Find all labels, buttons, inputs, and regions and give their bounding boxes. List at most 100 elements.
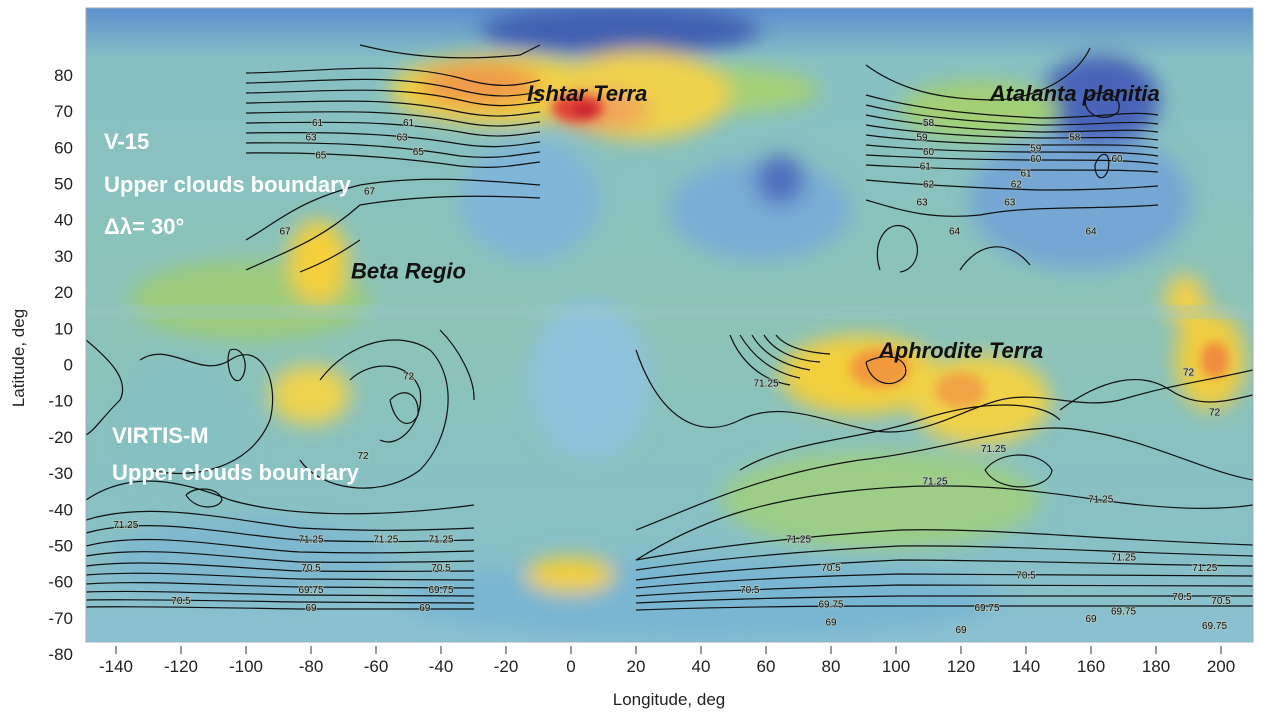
contour-value-label: 58 xyxy=(923,118,935,129)
contour-value-label: 58 xyxy=(1069,132,1081,143)
x-tick-label: 120 xyxy=(947,657,975,676)
x-tick-label: -40 xyxy=(429,657,454,676)
y-tick-label: -50 xyxy=(48,537,73,556)
y-tick-label: -10 xyxy=(48,392,73,411)
contour-value-label: 69 xyxy=(305,603,317,614)
contour-value-label: 60 xyxy=(1030,154,1042,165)
y-tick-label: 20 xyxy=(54,283,73,302)
dataset-block-v15-line3: Δλ= 30° xyxy=(104,214,184,239)
map-frame xyxy=(85,7,1254,643)
contour-value-label: 70.5 xyxy=(740,585,760,596)
contour-value-label: 63 xyxy=(305,132,317,143)
y-tick-label: -40 xyxy=(48,500,73,519)
contour-value-label: 61 xyxy=(1020,169,1032,180)
contour-value-label: 70.5 xyxy=(1016,570,1036,581)
y-tick-label: -70 xyxy=(48,609,73,628)
x-axis-title: Longitude, deg xyxy=(613,690,726,709)
contour-value-label: 64 xyxy=(949,227,961,238)
x-tick-label: -80 xyxy=(299,657,324,676)
contour-value-label: 72 xyxy=(1209,408,1221,419)
x-tick-label: 140 xyxy=(1012,657,1040,676)
contour-value-label: 70.5 xyxy=(821,563,841,574)
contour-value-label: 63 xyxy=(916,198,928,209)
x-tick-label: -100 xyxy=(229,657,263,676)
contour-value-label: 71.25 xyxy=(786,534,811,545)
contour-value-label: 61 xyxy=(312,118,324,129)
contour-value-label: 71.25 xyxy=(1192,563,1217,574)
v15-contours-west xyxy=(245,44,541,273)
x-tick-label: -120 xyxy=(164,657,198,676)
y-tick-label: 30 xyxy=(54,247,73,266)
contour-value-label: 71.25 xyxy=(373,534,398,545)
contour-value-label: 62 xyxy=(923,180,935,191)
virtis-contours-west xyxy=(86,329,475,610)
region-labels: Ishtar Terra Atalanta planitia Beta Regio A… xyxy=(351,81,1160,363)
contour-value-label: 61 xyxy=(920,161,932,172)
x-tick-label: -140 xyxy=(99,657,133,676)
y-axis-title: Latitude, deg xyxy=(9,309,28,407)
x-tick-label: 100 xyxy=(882,657,910,676)
contour-value-label: 71.25 xyxy=(981,444,1006,455)
x-tick-label: 60 xyxy=(757,657,776,676)
contour-value-label: 65 xyxy=(315,151,327,162)
dataset-block-virtis-line1: VIRTIS-M xyxy=(112,423,209,448)
contour-value-label: 71.25 xyxy=(1111,552,1136,563)
x-tick-label: -20 xyxy=(494,657,519,676)
contour-value-label: 72 xyxy=(1183,368,1195,379)
region-label: Ishtar Terra xyxy=(527,81,647,106)
contour-value-label: 61 xyxy=(403,118,415,129)
contour-value-label: 69 xyxy=(825,618,837,629)
contour-value-label: 63 xyxy=(1004,198,1016,209)
contour-value-label: 60 xyxy=(923,147,935,158)
x-tick-label: -60 xyxy=(364,657,389,676)
contour-value-label: 70.5 xyxy=(1211,596,1231,607)
contour-value-label: 69.75 xyxy=(298,585,323,596)
contour-value-label: 69.75 xyxy=(1111,607,1136,618)
contour-value-label: 69 xyxy=(955,625,967,636)
y-tick-label: 40 xyxy=(54,211,73,230)
x-tick-label: 200 xyxy=(1207,657,1235,676)
contour-value-label: 67 xyxy=(279,227,291,238)
y-tick-label: -20 xyxy=(48,428,73,447)
contour-value-label: 71.25 xyxy=(922,476,947,487)
contour-value-label: 71.25 xyxy=(753,379,778,390)
y-tick-label: -80 xyxy=(48,645,73,664)
contour-value-label: 71.25 xyxy=(1088,494,1113,505)
x-tick-label: 80 xyxy=(822,657,841,676)
x-axis-ticks: -140 -120 -100 -80 -60 -40 -20 0 20 40 60 80 100 120 1… xyxy=(99,646,1235,676)
contour-value-label: 69 xyxy=(419,603,431,614)
contour-value-label: 72 xyxy=(403,371,415,382)
contour-value-label: 65 xyxy=(413,147,425,158)
y-tick-label: -30 xyxy=(48,464,73,483)
contour-value-label: 69.75 xyxy=(428,585,453,596)
contour-value-label: 64 xyxy=(1085,227,1097,238)
y-tick-label: 70 xyxy=(54,102,73,121)
contour-value-label: 72 xyxy=(357,451,369,462)
dataset-block-v15-line2: Upper clouds boundary xyxy=(104,172,352,197)
y-axis-ticks: 80 70 60 50 40 30 20 10 0 -10 -20 -30 -40 -50 -60 -70 -8… xyxy=(48,66,73,664)
x-tick-label: 0 xyxy=(566,657,575,676)
contour-value-label: 59 xyxy=(1030,143,1042,154)
y-tick-label: 10 xyxy=(54,319,73,338)
contour-value-label: 67 xyxy=(364,187,376,198)
y-tick-label: 50 xyxy=(54,175,73,194)
virtis-contours-east xyxy=(635,334,1253,611)
contour-value-label: 71.25 xyxy=(428,534,453,545)
region-label: Aphrodite Terra xyxy=(878,338,1043,363)
x-tick-label: 160 xyxy=(1077,657,1105,676)
contour-value-label: 59 xyxy=(916,132,928,143)
contour-value-label: 60 xyxy=(1111,154,1123,165)
contour-value-label: 62 xyxy=(1011,180,1023,191)
x-tick-label: 180 xyxy=(1142,657,1170,676)
contour-value-label: 70.5 xyxy=(301,563,321,574)
contour-value-label: 71.25 xyxy=(113,520,138,531)
y-tick-label: 80 xyxy=(54,66,73,85)
region-label: Beta Regio xyxy=(351,258,466,283)
contour-value-label: 63 xyxy=(396,132,408,143)
contour-value-label: 69 xyxy=(1085,614,1097,625)
contour-value-label: 69.75 xyxy=(974,603,999,614)
x-tick-label: 40 xyxy=(692,657,711,676)
contour-value-label: 69.75 xyxy=(1202,621,1227,632)
